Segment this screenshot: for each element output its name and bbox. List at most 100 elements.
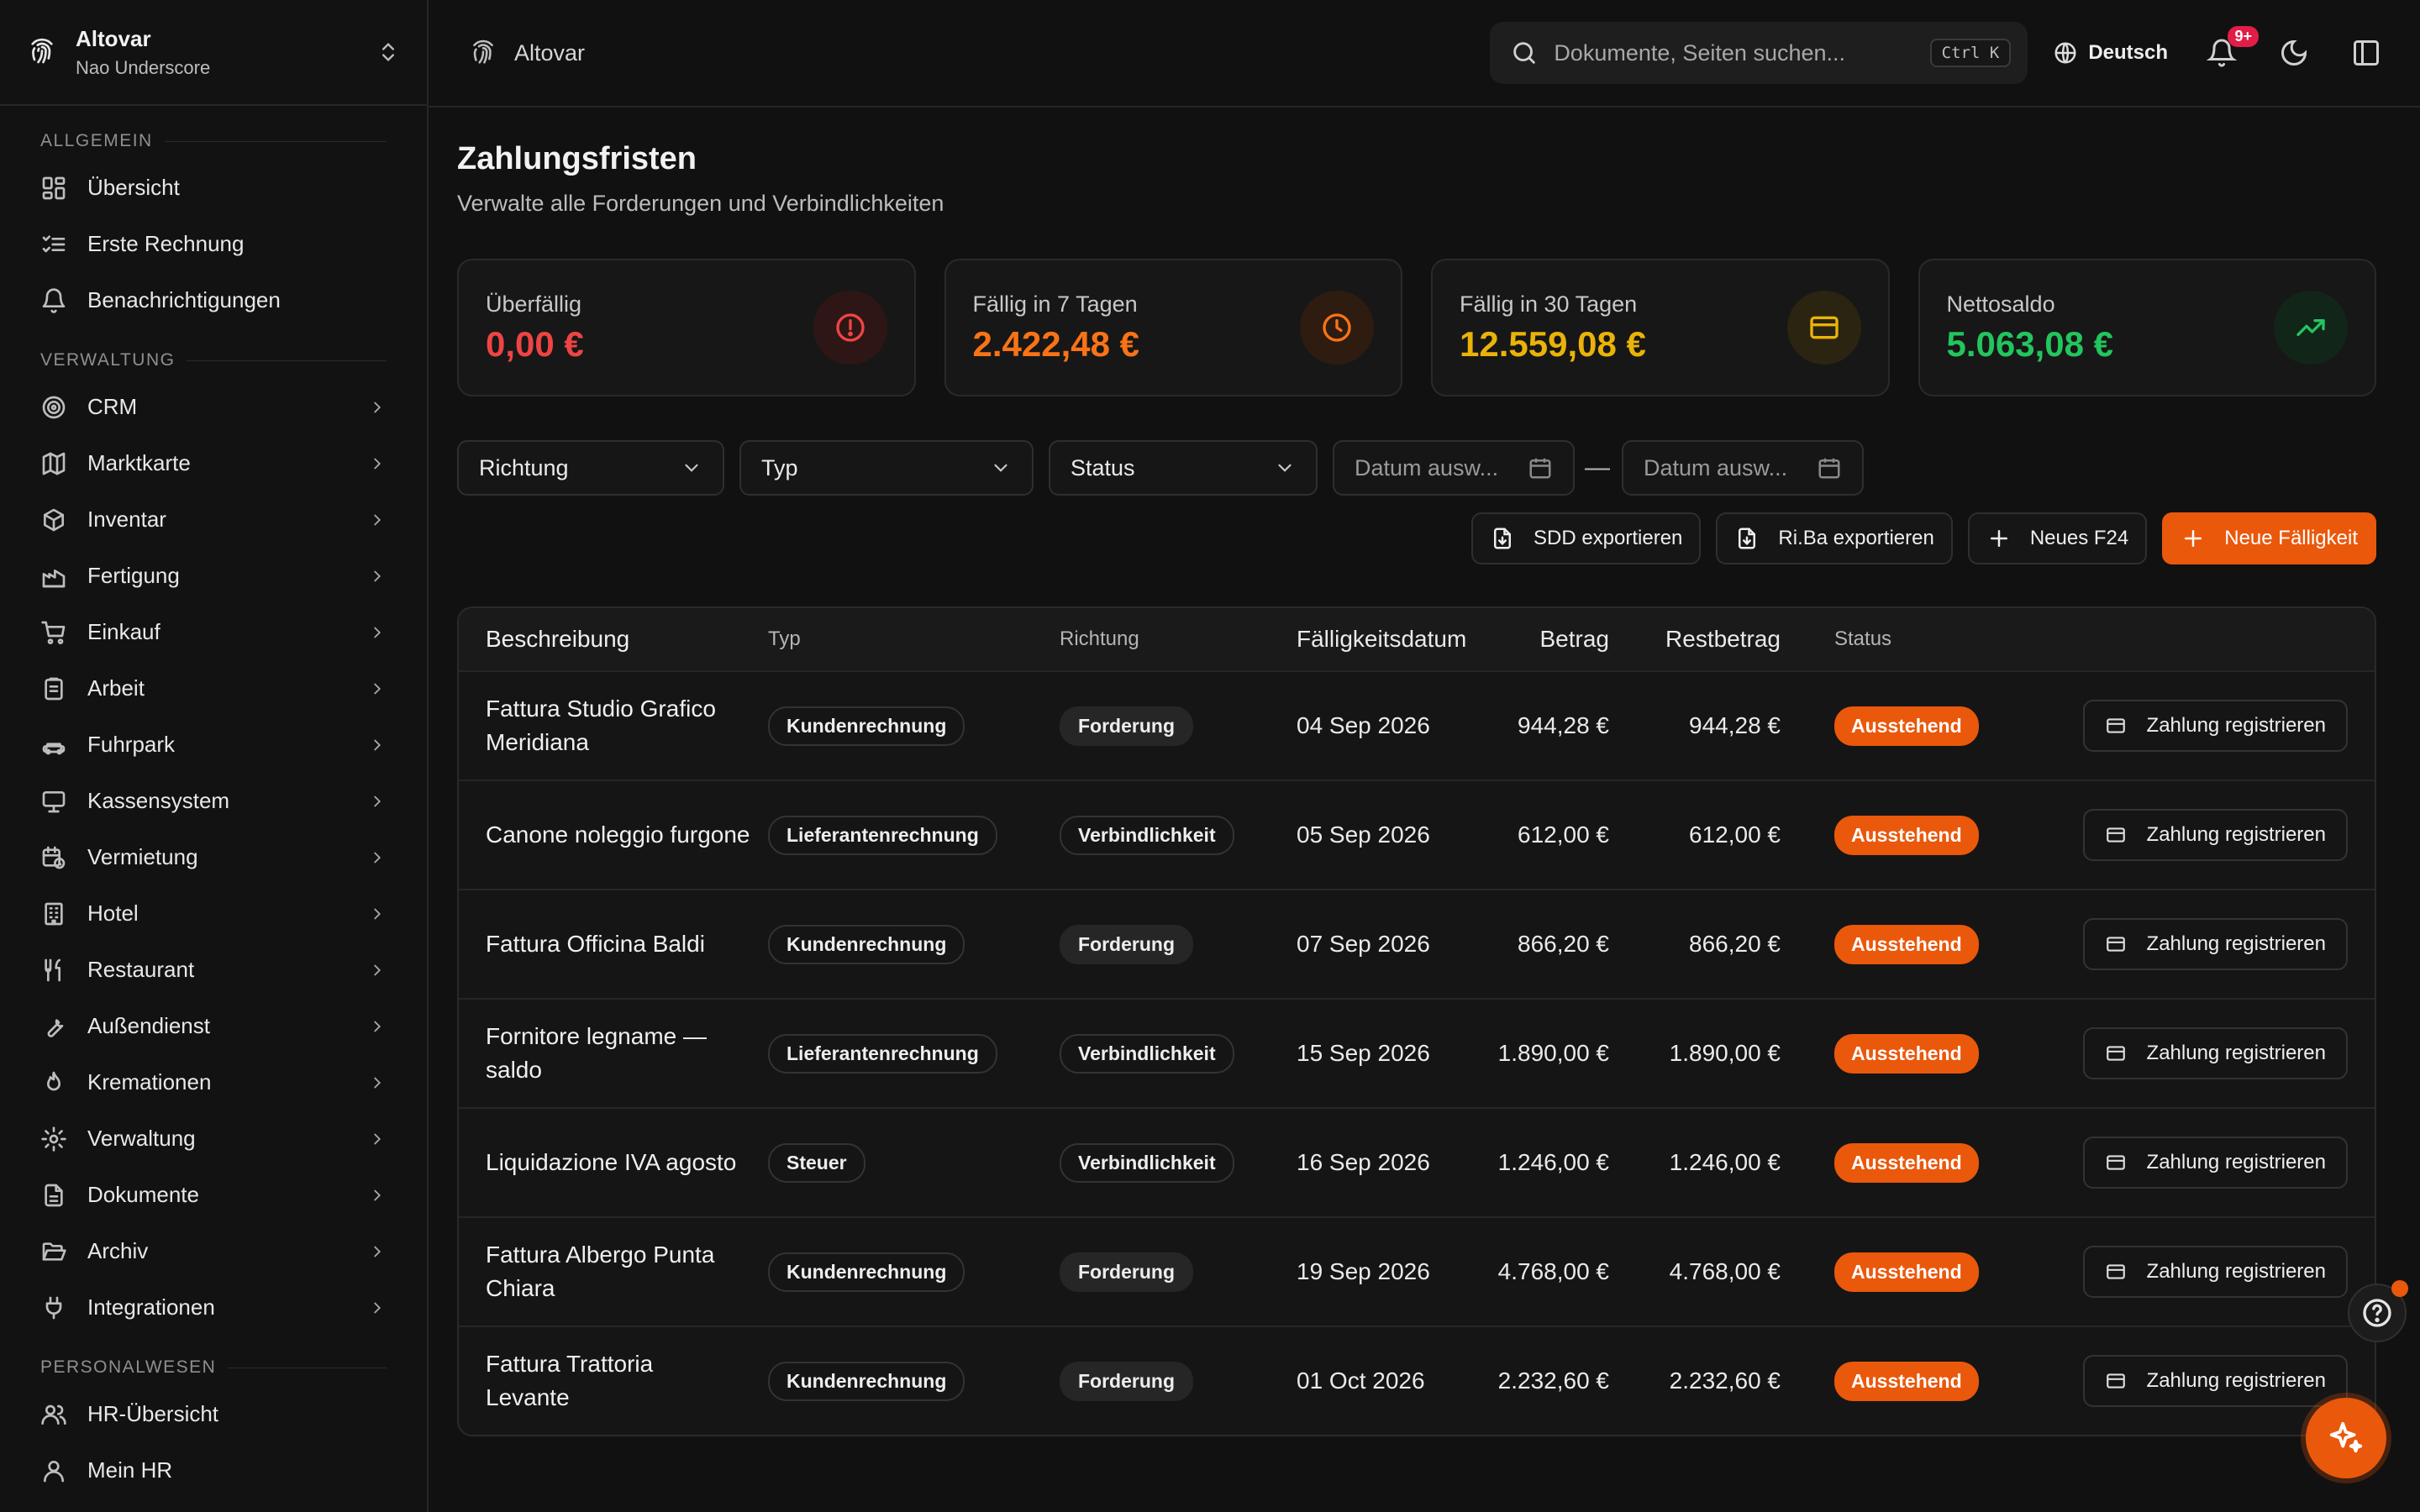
header-amount[interactable]: Betrag [1539, 626, 1610, 652]
sidebar-item-benachrichtigungen[interactable]: Benachrichtigungen [0, 272, 427, 328]
cell-remaining: 866,20 € [1689, 931, 1781, 957]
sidebar-item-hotel[interactable]: Hotel [0, 885, 427, 942]
chevron-down-icon [685, 464, 698, 472]
cell-remaining: 1.890,00 € [1669, 1040, 1781, 1066]
org-switcher[interactable]: Altovar Nao Underscore [0, 0, 427, 106]
monitor-icon [42, 790, 66, 812]
table-row[interactable]: Fattura Albergo Punta Chiara Kundenrechnu… [459, 1216, 2375, 1326]
ai-assistant-button[interactable] [2306, 1398, 2386, 1478]
search-input[interactable]: Dokumente, Seiten suchen... Ctrl K [1490, 22, 2028, 84]
table-row[interactable]: Fattura Trattoria Levante Kundenrechnung F… [459, 1326, 2375, 1435]
date-range-separator: — [1585, 454, 1610, 481]
sidebar-item-aussendienst[interactable]: Außendienst [0, 998, 427, 1054]
header-status[interactable]: Status [1834, 627, 1892, 650]
sidebar-item-restaurant[interactable]: Restaurant [0, 942, 427, 998]
factory-icon [42, 569, 66, 587]
chevron-down-icon [1278, 464, 1292, 472]
sidebar-item-dokumente[interactable]: Dokumente [0, 1167, 427, 1223]
direction-filter[interactable]: Richtung [457, 440, 724, 496]
help-button[interactable] [2348, 1280, 2408, 1342]
header-type[interactable]: Typ [768, 627, 801, 650]
sidebar-item-fertigung[interactable]: Fertigung [0, 548, 427, 604]
register-payment-button[interactable]: Zahlung registrieren [2082, 1355, 2348, 1407]
type-badge: Steuer [768, 1142, 865, 1183]
sidebar-item-einkauf[interactable]: Einkauf [0, 604, 427, 660]
sidebar-item-erste-rechnung[interactable]: Erste Rechnung [0, 216, 427, 272]
sidebar-item-fuhrpark[interactable]: Fuhrpark [0, 717, 427, 773]
type-badge: Kundenrechnung [768, 924, 965, 964]
new-f24-button[interactable]: Neues F24 [1967, 512, 2148, 564]
cell-due-date: 07 Sep 2026 [1297, 931, 1430, 957]
date-to-picker[interactable]: Datum ausw... [1622, 440, 1864, 496]
table-row[interactable]: Fattura Officina Baldi Kundenrechnung Ford… [459, 889, 2375, 998]
sidebar-item-inventar[interactable]: Inventar [0, 491, 427, 548]
register-payment-button[interactable]: Zahlung registrieren [2082, 700, 2348, 752]
utensils-icon [45, 958, 60, 981]
register-payment-button[interactable]: Zahlung registrieren [2082, 1027, 2348, 1079]
wrench-icon [47, 1018, 64, 1037]
notifications-button[interactable]: 9+ [2207, 26, 2259, 68]
card-label: Fällig in 7 Tagen [972, 291, 1138, 317]
table-row[interactable]: Canone noleggio furgone Lieferantenrechnu… [459, 780, 2375, 889]
header-remaining[interactable]: Restbetrag [1665, 626, 1781, 652]
credit-card-icon [2106, 937, 2125, 952]
register-payment-button[interactable]: Zahlung registrieren [2082, 918, 2348, 970]
credit-card-icon [2106, 1155, 2125, 1170]
header-due-date[interactable]: Fälligkeitsdatum [1297, 626, 1467, 652]
sidebar-item-integrationen[interactable]: Integrationen [0, 1279, 427, 1336]
theme-toggle-button[interactable] [2279, 38, 2309, 68]
cell-due-date: 19 Sep 2026 [1297, 1258, 1430, 1284]
summary-cards: Überfällig 0,00 € Fällig in 7 Tagen 2.422,4… [457, 259, 2376, 396]
sidebar-item-label: Erste Rechnung [87, 231, 245, 256]
topbar: Altovar Dokumente, Seiten suchen... Ctrl… [429, 0, 2420, 108]
table-row[interactable]: Fattura Studio Grafico Meridiana Kundenre… [459, 670, 2375, 780]
sidebar-item-hr-ubersicht[interactable]: HR-Übersicht [0, 1386, 427, 1442]
bell-icon [2207, 39, 2237, 67]
chevron-right-icon [374, 458, 381, 469]
sidebar-item-kassensystem[interactable]: Kassensystem [0, 773, 427, 829]
sdd-export-button[interactable]: SDD exportieren [1470, 512, 1702, 564]
sidebar-item-ubersicht[interactable]: Übersicht [0, 160, 427, 216]
header-description[interactable]: Beschreibung [486, 626, 630, 652]
cell-description: Fattura Albergo Punta Chiara [486, 1242, 715, 1301]
sidebar-item-crm[interactable]: CRM [0, 379, 427, 435]
panel-toggle-button[interactable] [2351, 38, 2381, 68]
table-row[interactable]: Fornitore legname — saldo Lieferantenrech… [459, 998, 2375, 1107]
cell-description: Fattura Officina Baldi [486, 931, 705, 957]
new-due-label: Neue Fälligkeit [2224, 527, 2358, 549]
sidebar-item-vermietung[interactable]: Vermietung [0, 829, 427, 885]
sidebar-item-arbeit[interactable]: Arbeit [0, 660, 427, 717]
register-payment-button[interactable]: Zahlung registrieren [2082, 809, 2348, 861]
header-direction[interactable]: Richtung [1060, 627, 1139, 650]
cell-amount: 1.890,00 € [1497, 1040, 1609, 1066]
direction-badge: Verbindlichkeit [1060, 1142, 1234, 1183]
type-filter[interactable]: Typ [739, 440, 1034, 496]
sidebar-item-marktkarte[interactable]: Marktkarte [0, 435, 427, 491]
sidebar-item-kremationen[interactable]: Kremationen [0, 1054, 427, 1110]
moon-icon [2281, 39, 2307, 66]
sidebar-item-label: Fertigung [87, 563, 180, 588]
language-selector[interactable]: Deutsch [2053, 40, 2168, 66]
register-payment-label: Zahlung registrieren [2146, 1151, 2326, 1173]
sidebar-item-archiv[interactable]: Archiv [0, 1223, 427, 1279]
register-payment-button[interactable]: Zahlung registrieren [2082, 1246, 2348, 1298]
date-from-picker[interactable]: Datum ausw... [1333, 440, 1575, 496]
sidebar-item-mein-hr[interactable]: Mein HR [0, 1442, 427, 1499]
users-icon [41, 1404, 66, 1425]
register-payment-button[interactable]: Zahlung registrieren [2082, 1137, 2348, 1189]
card-icon-badge [1786, 291, 1861, 365]
status-filter[interactable]: Status [1049, 440, 1318, 496]
chevron-right-icon [374, 908, 381, 919]
riba-export-button[interactable]: Ri.Ba exportieren [1716, 512, 1953, 564]
sidebar-item-verwaltung[interactable]: Verwaltung [0, 1110, 427, 1167]
new-due-button[interactable]: Neue Fälligkeit [2162, 512, 2376, 564]
cell-amount: 4.768,00 € [1497, 1258, 1609, 1284]
bell-icon [42, 287, 66, 313]
chevron-right-icon [374, 739, 381, 750]
brand[interactable]: Altovar [469, 39, 585, 67]
chevron-right-icon [374, 570, 381, 581]
table-row[interactable]: Liquidazione IVA agosto Steuer Verbindlich… [459, 1107, 2375, 1216]
cell-description: Fornitore legname — saldo [486, 1023, 708, 1083]
sidebar-item-label: Außendienst [87, 1013, 210, 1038]
car-icon [42, 742, 66, 754]
